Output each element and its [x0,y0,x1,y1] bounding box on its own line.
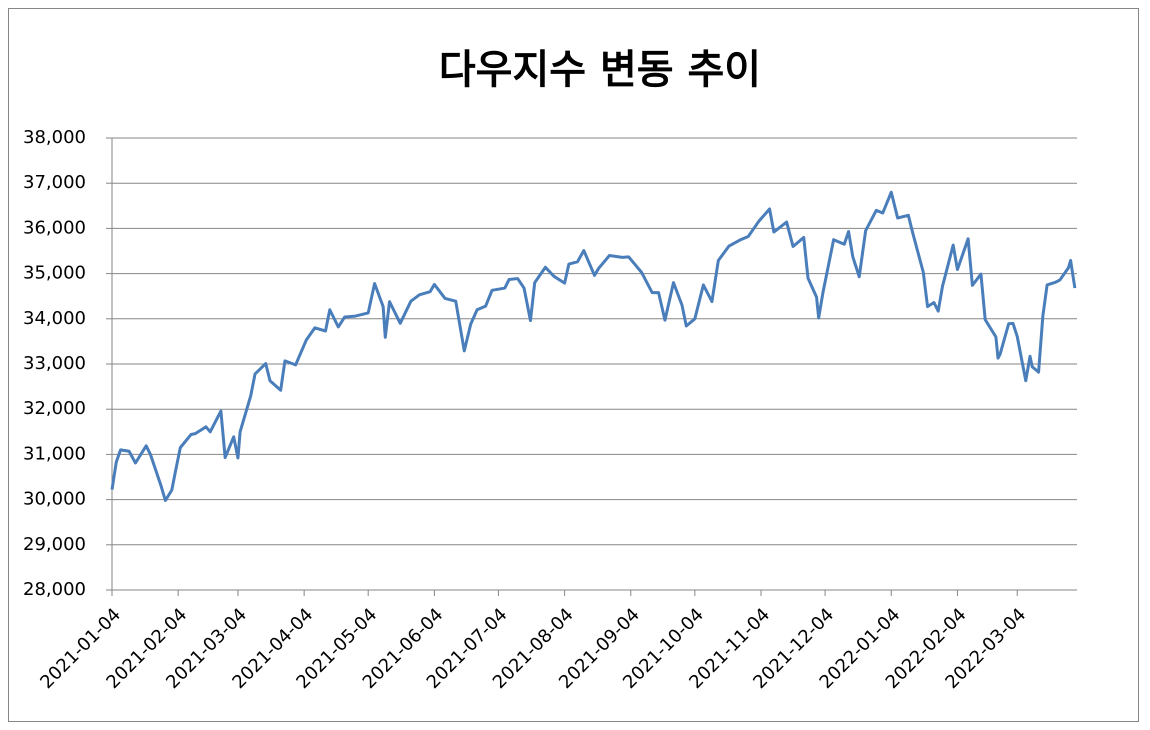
chart-title: 다우지수 변동 추이 [439,47,761,93]
y-tick-label: 31,000 [23,443,86,464]
y-tick-label: 32,000 [23,398,86,419]
y-tick-label: 29,000 [23,534,86,555]
y-tick-label: 34,000 [23,308,86,329]
chart-border [8,8,1139,722]
y-tick-label: 28,000 [23,579,86,600]
y-tick-label: 35,000 [23,263,86,284]
y-tick-label: 33,000 [23,353,86,374]
data-line [110,190,1077,502]
y-tick-label: 30,000 [23,489,86,510]
y-tick-label: 37,000 [23,172,86,193]
y-tick-label: 36,000 [23,217,86,238]
y-tick-label: 38,000 [23,127,86,148]
